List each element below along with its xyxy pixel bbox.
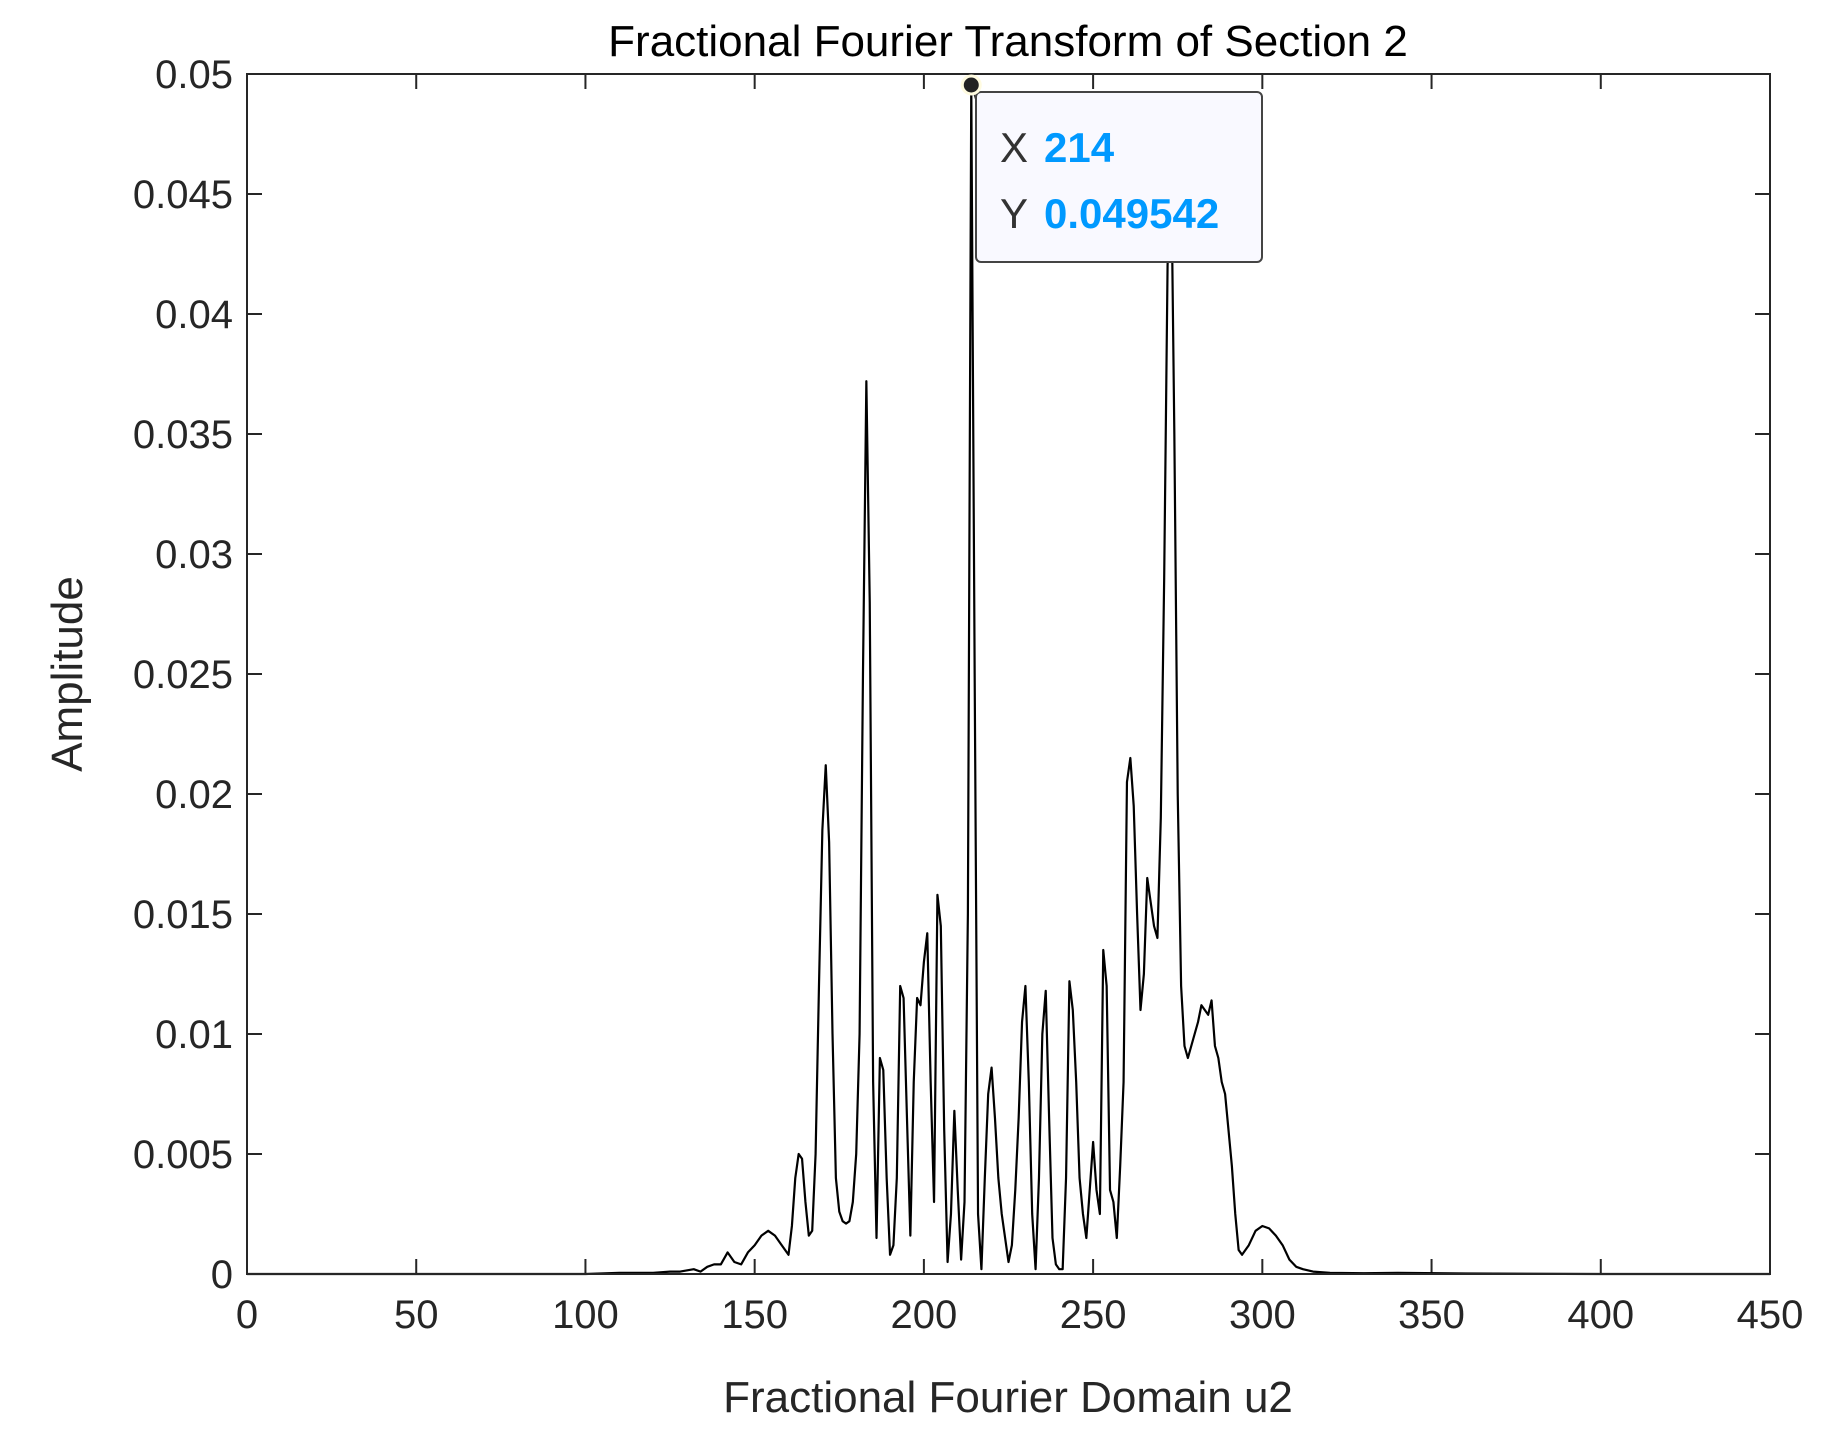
x-tick-label: 350 [1398,1293,1465,1337]
datatip-x-value: 214 [1044,124,1115,171]
datatip-y-value: 0.049542 [1044,190,1219,237]
y-tick-label: 0.045 [133,173,233,217]
series-line [247,84,1770,1276]
x-tick-label: 400 [1567,1293,1634,1337]
x-tick-label: 150 [721,1293,788,1337]
datatip-marker[interactable] [960,74,982,96]
x-tick-label: 50 [394,1293,439,1337]
plot-box [246,73,1771,1275]
y-axis-title: Amplitude [43,576,92,772]
axis-tick-labels: 0 50 100 150 200 250 300 350 400 450 0 0.005 0.01 0.0… [133,53,1803,1337]
datatip-y-label: Y [1000,190,1028,237]
plot-area [247,74,1770,1274]
y-tick-label: 0.015 [133,893,233,937]
datatip[interactable]: X 214 Y 0.049542 [960,74,1263,263]
x-tick-label: 0 [236,1293,258,1337]
y-tick-label: 0.05 [155,53,233,97]
x-tick-label: 300 [1229,1293,1296,1337]
chart-title: Fractional Fourier Transform of Section … [608,17,1408,66]
y-tick-label: 0.01 [155,1013,233,1057]
x-tick-label: 200 [891,1293,958,1337]
x-tick-label: 250 [1060,1293,1127,1337]
x-axis-title: Fractional Fourier Domain u2 [723,1373,1293,1422]
y-tick-label: 0.005 [133,1133,233,1177]
y-tick-label: 0.03 [155,533,233,577]
y-tick-label: 0.04 [155,293,233,337]
x-tick-label: 100 [552,1293,619,1337]
datatip-x-label: X [1000,124,1028,171]
x-tick-label: 450 [1737,1293,1804,1337]
y-tick-label: 0 [211,1253,233,1297]
y-tick-label: 0.025 [133,653,233,697]
y-tick-label: 0.02 [155,773,233,817]
datatip-box[interactable] [975,91,1263,263]
y-tick-label: 0.035 [133,413,233,457]
